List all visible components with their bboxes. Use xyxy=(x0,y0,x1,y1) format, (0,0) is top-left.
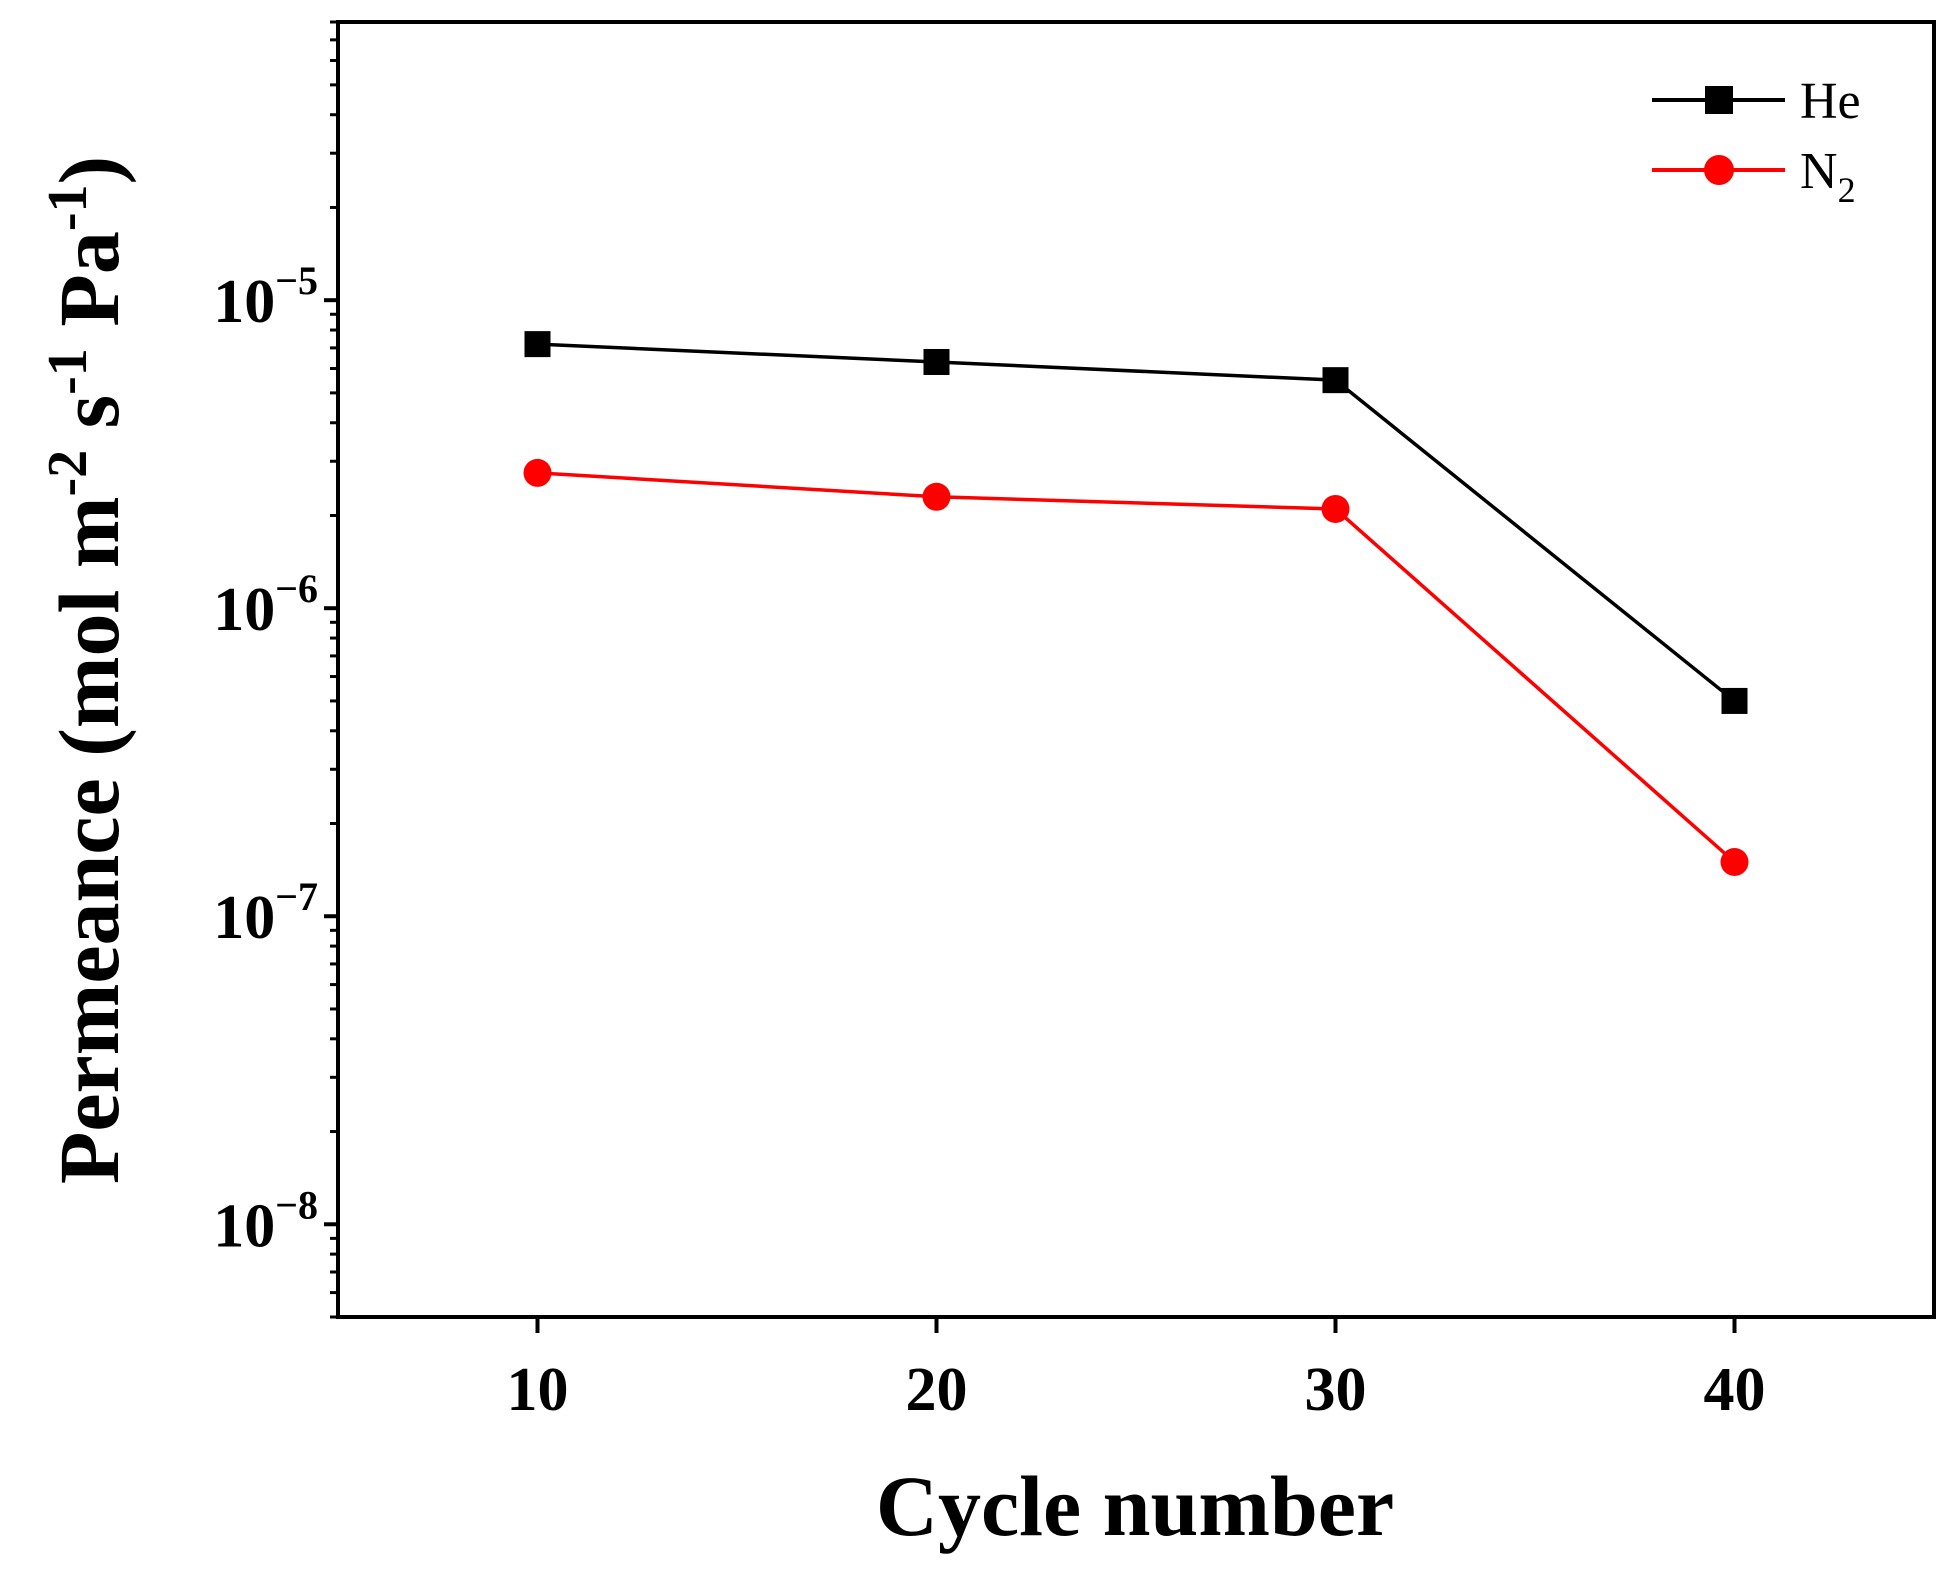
series-n2-point xyxy=(1321,494,1350,523)
y-major-ticks xyxy=(324,298,338,1227)
series-n2-line xyxy=(537,471,1736,864)
legend-n2-marker xyxy=(1704,155,1734,185)
y-tick-label-1e-6: 10−6 xyxy=(213,566,318,644)
x-tick-label-40: 40 xyxy=(1704,1356,1766,1424)
series-he-point xyxy=(524,331,551,358)
legend-he-label: He xyxy=(1800,73,1861,130)
x-tick-label-30: 30 xyxy=(1305,1356,1367,1424)
y-tick-label-1e-7: 10−7 xyxy=(213,874,318,952)
series-he-point xyxy=(1721,687,1748,714)
plot-frame xyxy=(336,20,1936,1319)
y-minor-ticks xyxy=(330,20,338,1319)
x-tick-label-20: 20 xyxy=(906,1356,968,1424)
legend-he-marker xyxy=(1705,86,1733,114)
data-markers xyxy=(523,331,1749,877)
y-tick-label-1e-5: 10−5 xyxy=(213,258,318,336)
legend-n2-label: N2 xyxy=(1800,143,1856,210)
series-n2-point xyxy=(922,482,951,511)
series-he-line xyxy=(537,342,1736,703)
x-ticks xyxy=(535,1317,1737,1333)
x-tick-label-10: 10 xyxy=(507,1356,569,1424)
y-tick-label-1e-8: 10−8 xyxy=(213,1182,318,1260)
y-axis-title: Permeance (mol m-2 s-1 Pa-1) xyxy=(37,156,137,1184)
legend: He N2 xyxy=(1652,73,1861,210)
series-he-point xyxy=(923,348,950,375)
x-axis-title: Cycle number xyxy=(876,1458,1394,1554)
series-n2-point xyxy=(1720,848,1749,877)
series-n2-point xyxy=(523,458,552,487)
series-he-point xyxy=(1322,367,1349,394)
